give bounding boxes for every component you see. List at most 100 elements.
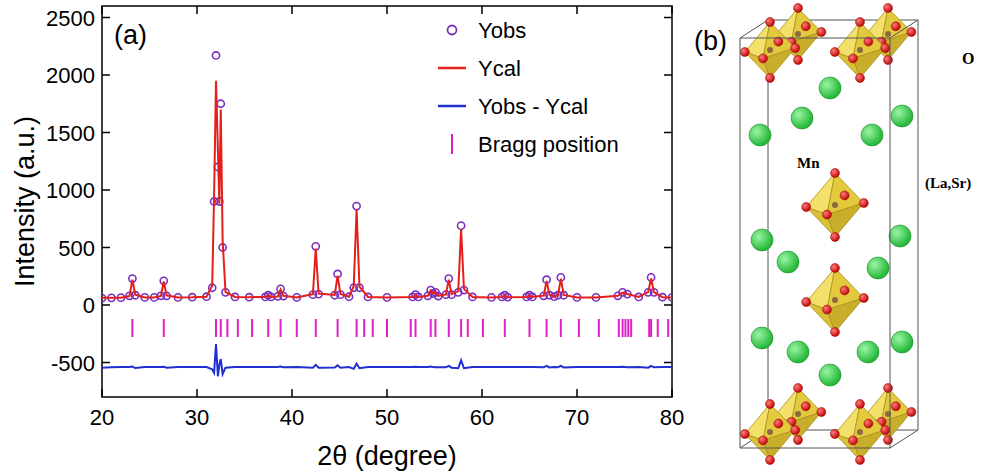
bragg-tick: [667, 319, 669, 337]
x-tick-top: [671, 6, 673, 14]
oxygen-atom: [830, 430, 839, 439]
oxygen-atom: [830, 48, 839, 57]
y-tick: [102, 17, 110, 19]
octahedron-face: [853, 430, 885, 460]
figure: 20304050607080-50005001000150020002500In…: [0, 0, 992, 476]
data-point: [217, 100, 224, 107]
x-tick-label: 80: [660, 405, 684, 430]
oxygen-atom: [766, 18, 775, 27]
oxygen-atom: [823, 305, 832, 314]
bragg-tick: [356, 319, 358, 337]
y-tick-label: -500: [51, 351, 95, 376]
data-point: [212, 52, 219, 59]
b-site-atom: [795, 411, 801, 417]
legend: YobsYcalYobs - YcalBragg position: [438, 18, 619, 157]
bragg-tick: [434, 319, 436, 337]
atom-label: O: [962, 50, 974, 67]
y-tick-right: [664, 17, 672, 19]
bragg-tick: [546, 319, 548, 337]
octahedron-face: [827, 203, 864, 237]
a-site-atom: [889, 225, 911, 247]
b-site-atom: [767, 47, 773, 53]
x-tick-top: [481, 6, 483, 14]
b-site-atom: [885, 31, 891, 37]
y-tick-right: [664, 132, 672, 134]
series-line: [102, 81, 672, 298]
bragg-tick: [560, 319, 562, 337]
x-tick: [386, 389, 388, 397]
oxygen-atom: [802, 203, 811, 212]
bragg-tick: [296, 319, 298, 337]
a-site-atom: [861, 124, 883, 146]
structure: [740, 4, 918, 465]
oxygen-atom: [907, 28, 916, 37]
y-tick-label: 1000: [46, 178, 95, 203]
bragg-tick: [657, 319, 659, 337]
oxygen-atom: [817, 28, 826, 37]
data-point: [458, 222, 465, 229]
b-site-atom: [767, 429, 773, 435]
oxygen-atom: [801, 402, 810, 411]
oxygen-atom: [856, 74, 865, 83]
bragg-tick: [237, 319, 239, 337]
x-tick-top: [196, 6, 198, 14]
bragg-tick: [251, 319, 253, 337]
legend-label: Yobs - Ycal: [478, 94, 588, 119]
oxygen-atom: [794, 56, 803, 65]
x-tick-top: [576, 6, 578, 14]
oxygen-atom: [791, 44, 800, 53]
y-tick: [102, 304, 110, 306]
oxygen-atom: [794, 436, 803, 445]
a-site-atom: [787, 341, 809, 363]
oxygen-atom: [856, 18, 865, 27]
bragg-tick: [220, 319, 222, 337]
x-tick-top: [386, 6, 388, 14]
legend-swatch: [448, 26, 457, 35]
y-tick-label: 0: [83, 293, 95, 318]
b-site-atom: [832, 202, 838, 208]
oxygen-atom: [884, 56, 893, 65]
oxygen-atom: [831, 328, 840, 337]
legend-swatch: [451, 134, 453, 154]
y-tick-label: 2500: [46, 6, 95, 31]
a-site-atom: [891, 105, 913, 127]
a-site-atom: [751, 327, 773, 349]
oxygen-atom: [840, 286, 849, 295]
cell-edge: [740, 38, 890, 39]
bragg-tick: [467, 319, 469, 337]
bragg-tick: [618, 319, 620, 337]
y-tick-right: [664, 362, 672, 364]
a-site-atom: [751, 229, 773, 251]
oxygen-atom: [801, 22, 810, 31]
bragg-tick: [460, 319, 462, 337]
cell-edge: [740, 448, 890, 449]
cell-edge: [740, 38, 741, 448]
oxygen-atom: [823, 210, 832, 219]
series-line: [102, 344, 672, 376]
oxygen-atom: [817, 408, 826, 417]
octahedron-face: [763, 48, 795, 78]
bragg-tick: [504, 319, 506, 337]
oxygen-atom: [859, 199, 868, 208]
oxygen-atom: [766, 456, 775, 465]
oxygen-atom: [907, 408, 916, 417]
x-tick-label: 40: [280, 405, 304, 430]
oxygen-atom: [891, 22, 900, 31]
oxygen-atom: [859, 294, 868, 303]
atom-label: Mn: [797, 155, 820, 171]
a-site-atom: [749, 124, 771, 146]
oxygen-atom: [791, 426, 800, 435]
bragg-tick: [131, 319, 133, 337]
bragg-tick: [630, 319, 632, 337]
a-site-atom: [819, 77, 841, 99]
y-tick: [102, 74, 110, 76]
atom-label: (La,Sr): [925, 175, 971, 192]
plot-marks: [102, 52, 672, 376]
x-tick-label: 30: [185, 405, 209, 430]
legend-swatch: [438, 67, 466, 70]
bragg-tick: [578, 319, 580, 337]
a-site-atom: [819, 364, 841, 386]
bragg-tick: [215, 319, 217, 337]
y-axis-title: Intensity (a.u.): [10, 116, 40, 287]
y-tick-right: [664, 74, 672, 76]
